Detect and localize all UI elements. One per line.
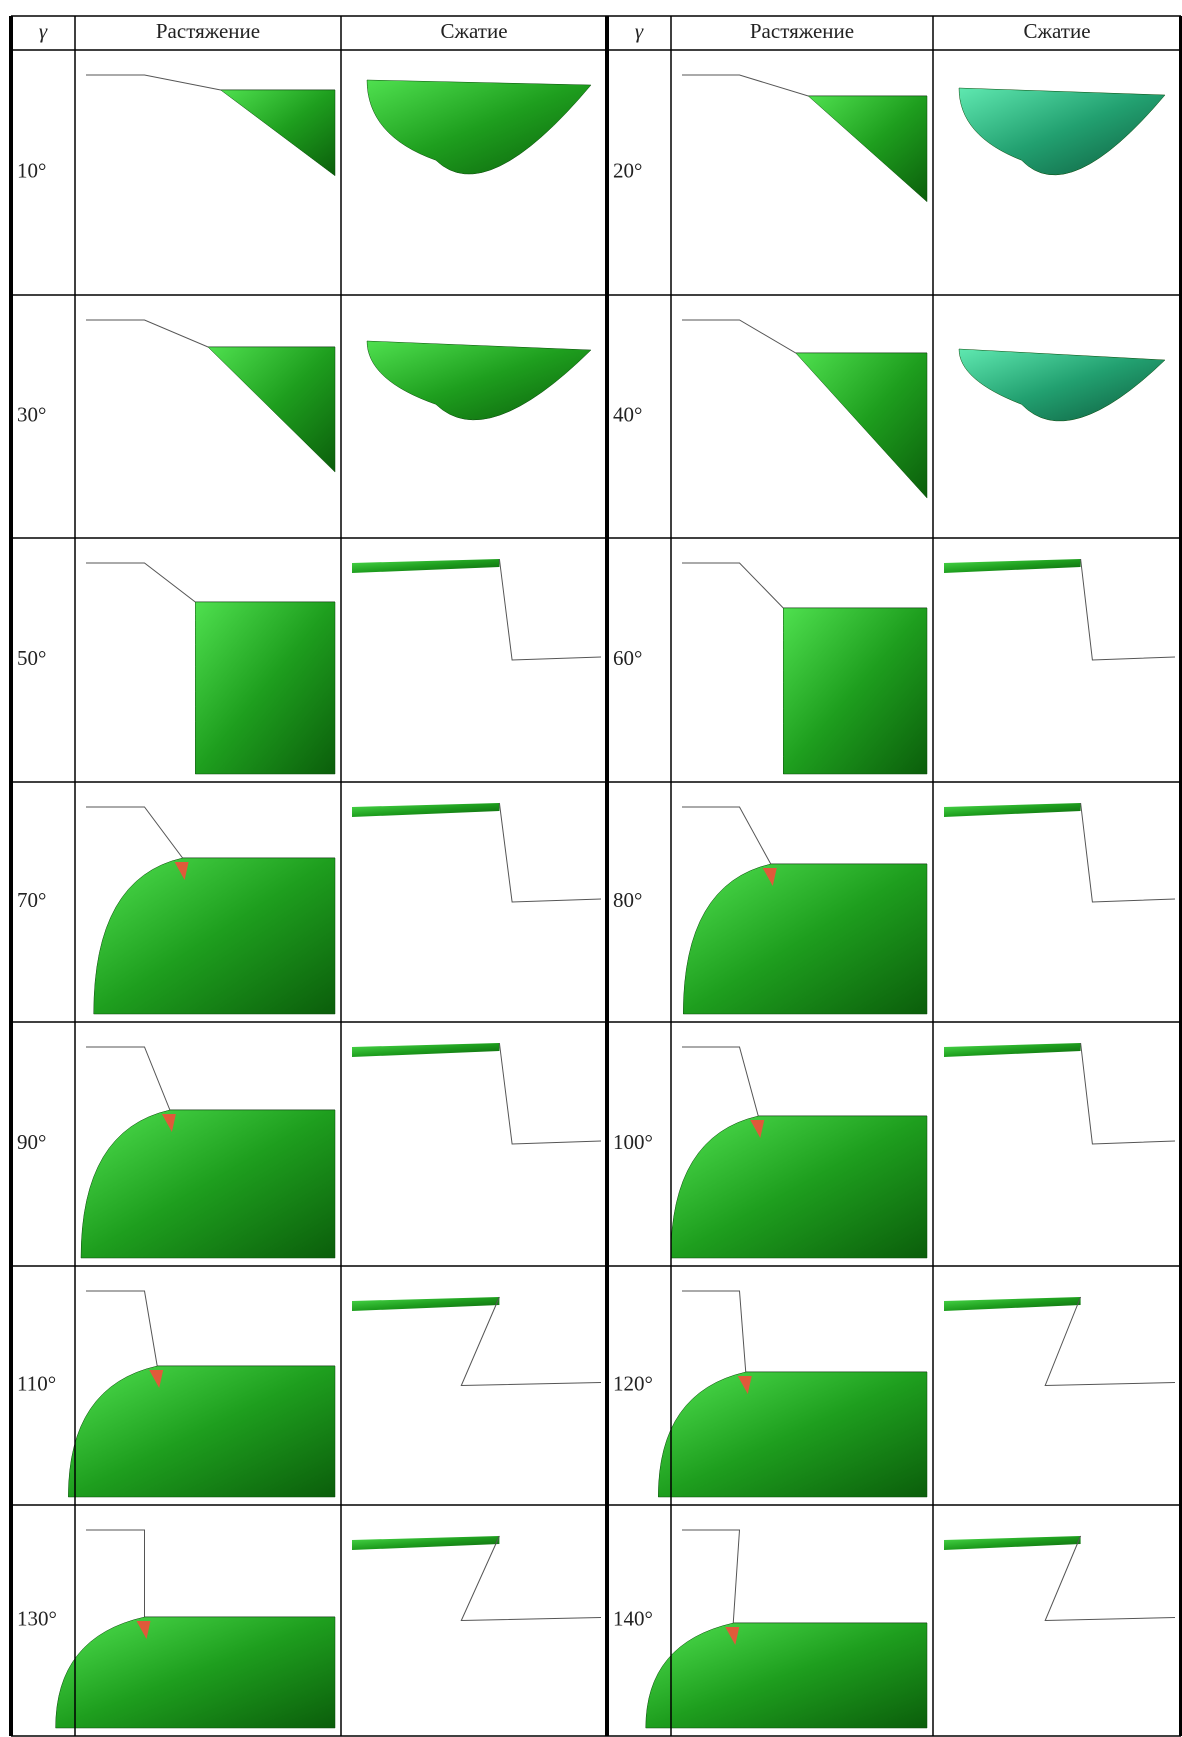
tension-zone [56, 1617, 335, 1728]
tension-zone [68, 1366, 335, 1497]
compression-zone [959, 88, 1165, 175]
angle-label: 140° [613, 1606, 653, 1630]
tool-outline [86, 320, 335, 347]
tool-outline [86, 807, 335, 858]
tool-outline [682, 563, 927, 608]
compression-zone [352, 1536, 499, 1550]
angle-label: 70° [17, 888, 46, 912]
tool-outline [1081, 1043, 1175, 1144]
angle-label: 80° [613, 888, 642, 912]
results-table: γ Растяжение Сжатие γ Растяжение Сжатие 10° 20°… [0, 0, 1182, 1737]
header-cell: Растяжение [156, 19, 260, 43]
compression-zone [352, 1297, 499, 1311]
compression-zone [352, 1043, 499, 1057]
tool-outline [682, 1047, 927, 1116]
compression-zone [367, 341, 591, 420]
tool-outline [499, 803, 601, 902]
tension-zone [658, 1372, 927, 1497]
header-cell: γ [39, 19, 48, 43]
tension-zone [195, 602, 335, 774]
page: {"table": { "header": ["γ", "Растяжение"… [0, 0, 1182, 1737]
tool-outline [86, 563, 335, 602]
header-cell: γ [635, 19, 644, 43]
angle-label: 120° [613, 1371, 653, 1395]
tool-outline [682, 320, 927, 353]
tool-outline [682, 75, 927, 96]
tool-outline [461, 1536, 601, 1621]
angle-label: 110° [17, 1371, 56, 1395]
tool-outline [86, 1530, 335, 1617]
tension-zone [783, 608, 927, 774]
compression-zone [352, 559, 499, 573]
compression-zone [944, 803, 1081, 817]
tool-outline [1045, 1297, 1175, 1386]
tool-outline [86, 75, 335, 90]
tool-outline [461, 1297, 601, 1386]
compression-zone [944, 1043, 1081, 1057]
angle-label: 40° [613, 402, 642, 426]
angle-label: 50° [17, 646, 46, 670]
tool-outline [86, 1047, 335, 1110]
angle-label: 130° [17, 1606, 57, 1630]
angle-label: 20° [613, 158, 642, 182]
tool-outline [682, 1530, 927, 1623]
tool-outline [1081, 559, 1175, 660]
tension-zone [208, 347, 335, 472]
tension-zone [796, 353, 927, 498]
header-cell: Сжатие [1023, 19, 1090, 43]
compression-zone [944, 1536, 1081, 1550]
tool-outline [86, 1291, 335, 1366]
header-cell: Сжатие [440, 19, 507, 43]
angle-label: 60° [613, 646, 642, 670]
compression-zone [352, 803, 499, 817]
angle-label: 10° [17, 158, 46, 182]
header-cell: Растяжение [750, 19, 854, 43]
compression-zone [944, 1297, 1081, 1311]
compression-zone [959, 349, 1165, 421]
tool-outline [1081, 803, 1175, 902]
tension-zone [94, 858, 335, 1014]
tension-zone [221, 90, 335, 176]
angle-label: 100° [613, 1130, 653, 1154]
angle-label: 30° [17, 402, 46, 426]
tool-outline [499, 559, 601, 660]
tension-zone [808, 96, 927, 202]
angle-label: 90° [17, 1130, 46, 1154]
compression-zone [367, 80, 591, 174]
tool-outline [682, 1291, 927, 1372]
tool-outline [682, 807, 927, 864]
tension-zone [683, 864, 927, 1014]
tool-outline [499, 1043, 601, 1144]
tension-zone [81, 1110, 335, 1258]
tool-outline [1045, 1536, 1175, 1621]
compression-zone [944, 559, 1081, 573]
tension-zone [671, 1116, 927, 1258]
tension-zone [646, 1623, 927, 1728]
